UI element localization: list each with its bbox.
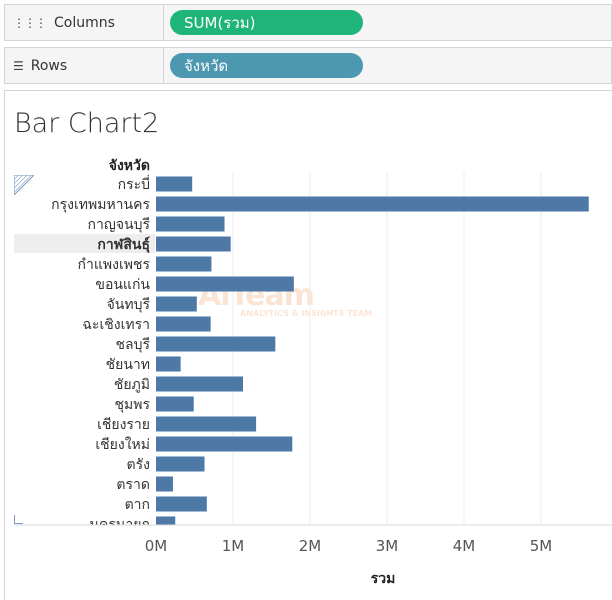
columns-shelf: ⋮⋮⋮ Columns SUM(รวม) [4,4,612,41]
rows-shelf: ☰ Rows จังหวัด [4,47,612,84]
bar[interactable] [156,276,294,292]
row-header[interactable]: จังหวัด [108,158,150,174]
bar[interactable] [156,356,181,372]
bar[interactable] [156,496,207,512]
bar[interactable] [156,316,211,332]
rows-label: Rows [30,57,68,74]
category-label[interactable]: เชียงใหม่ [95,436,150,453]
bar[interactable] [156,376,244,392]
x-tick-label: 5M [530,537,553,555]
columns-icon: ⋮⋮⋮ [13,15,47,30]
corner-bracket-icon [14,515,23,524]
category-label[interactable]: กาฬสินธุ์ [97,236,150,253]
x-axis-title[interactable]: รวม [371,571,396,587]
chart-title: Bar Chart2 [14,108,160,139]
bar[interactable] [156,336,276,352]
bar[interactable] [156,236,231,252]
category-label[interactable]: ชลบุรี [116,337,151,353]
x-tick-label: 4M [453,537,476,555]
x-tick-label: 2M [299,537,322,555]
highlight-row [14,234,155,253]
bar[interactable] [156,296,197,312]
rows-pill-province[interactable]: จังหวัด [170,53,363,78]
x-tick-label: 3M [376,537,399,555]
x-tick-label: 1M [222,537,245,555]
category-label[interactable]: ตาก [125,497,150,513]
bar[interactable] [156,476,173,492]
category-label[interactable]: ขอนแก่น [95,277,150,293]
category-label[interactable]: ชัยนาท [106,357,150,373]
bar[interactable] [156,396,194,412]
category-label[interactable]: กรุงเทพมหานคร [51,197,150,213]
bar[interactable] [156,456,205,472]
category-label[interactable]: กาญจนบุรี [88,217,151,233]
category-label[interactable]: กำแพงเพชร [78,257,151,273]
category-label[interactable]: กระบี่ [118,175,150,193]
bar[interactable] [156,256,212,272]
columns-shelf-label: ⋮⋮⋮ Columns [5,5,164,40]
x-tick-label: 0M [145,537,168,555]
category-label[interactable]: ตราด [116,477,150,493]
bar[interactable] [156,436,293,452]
category-label[interactable]: ชุมพร [115,397,151,413]
watermark-sub: ANALYTICS & INSIGHTS TEAM [240,309,373,318]
columns-pill-sum[interactable]: SUM(รวม) [170,10,363,35]
viz-area [4,90,612,600]
plot-clip [10,525,610,535]
corner-triangle-icon [14,175,34,195]
category-label[interactable]: จันทบุรี [107,297,151,313]
bar[interactable] [156,196,589,212]
rows-icon: ☰ [13,58,24,73]
bar[interactable] [156,176,193,192]
category-label[interactable]: เชียงราย [97,417,150,433]
columns-label: Columns [54,14,115,31]
rows-shelf-label: ☰ Rows [5,48,164,83]
bar[interactable] [156,216,225,232]
category-label[interactable]: ชัยภูมิ [114,377,150,393]
category-label[interactable]: ฉะเชิงเทรา [82,317,150,333]
bar[interactable] [156,416,257,432]
category-label[interactable]: ตรัง [127,457,150,473]
